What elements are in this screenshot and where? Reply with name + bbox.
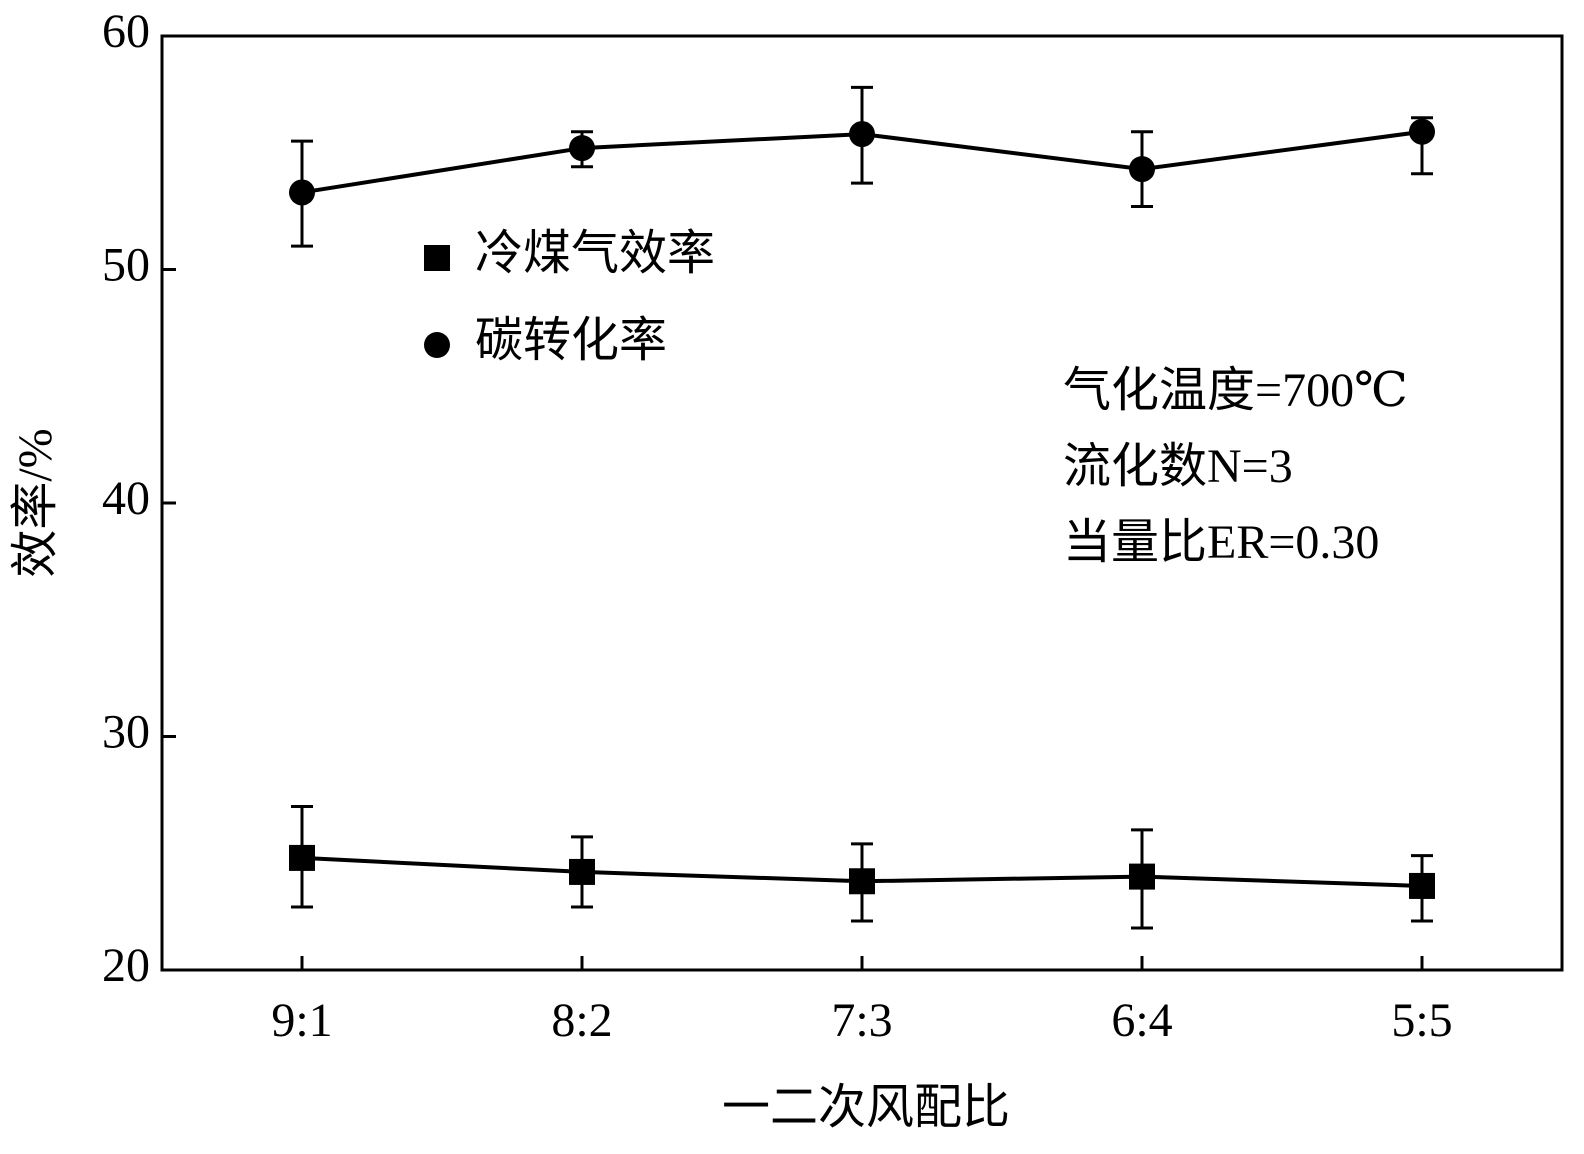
legend-label: 碳转化率 xyxy=(475,314,667,367)
annotation: 气化温度=700℃ xyxy=(1063,364,1408,417)
data-point xyxy=(289,179,315,206)
x-tick-label: 5:5 xyxy=(1391,994,1452,1047)
data-point xyxy=(1409,872,1435,899)
x-axis-label: 一二次风配比 xyxy=(722,1081,1010,1134)
data-point xyxy=(849,868,875,895)
legend-label: 冷煤气效率 xyxy=(475,227,715,280)
y-axis-label: 效率/% xyxy=(9,428,62,577)
x-tick-label: 6:4 xyxy=(1111,994,1172,1047)
x-tick-label: 9:1 xyxy=(271,994,332,1047)
y-tick-label: 20 xyxy=(102,939,150,992)
legend-marker xyxy=(424,245,450,271)
x-tick-label: 8:2 xyxy=(551,994,612,1047)
annotation: 当量比ER=0.30 xyxy=(1063,516,1379,569)
data-point xyxy=(569,858,595,885)
data-point xyxy=(289,844,315,871)
data-point xyxy=(1129,863,1155,890)
data-point xyxy=(1129,156,1155,183)
data-point xyxy=(1409,118,1435,145)
data-point xyxy=(569,135,595,162)
y-tick-label: 40 xyxy=(102,472,150,525)
legend-marker xyxy=(424,332,450,358)
y-tick-label: 30 xyxy=(102,706,150,759)
y-tick-label: 50 xyxy=(102,239,150,292)
x-tick-label: 7:3 xyxy=(831,994,892,1047)
data-point xyxy=(849,121,875,148)
y-tick-label: 60 xyxy=(102,5,150,58)
annotation: 流化数N=3 xyxy=(1063,440,1293,493)
